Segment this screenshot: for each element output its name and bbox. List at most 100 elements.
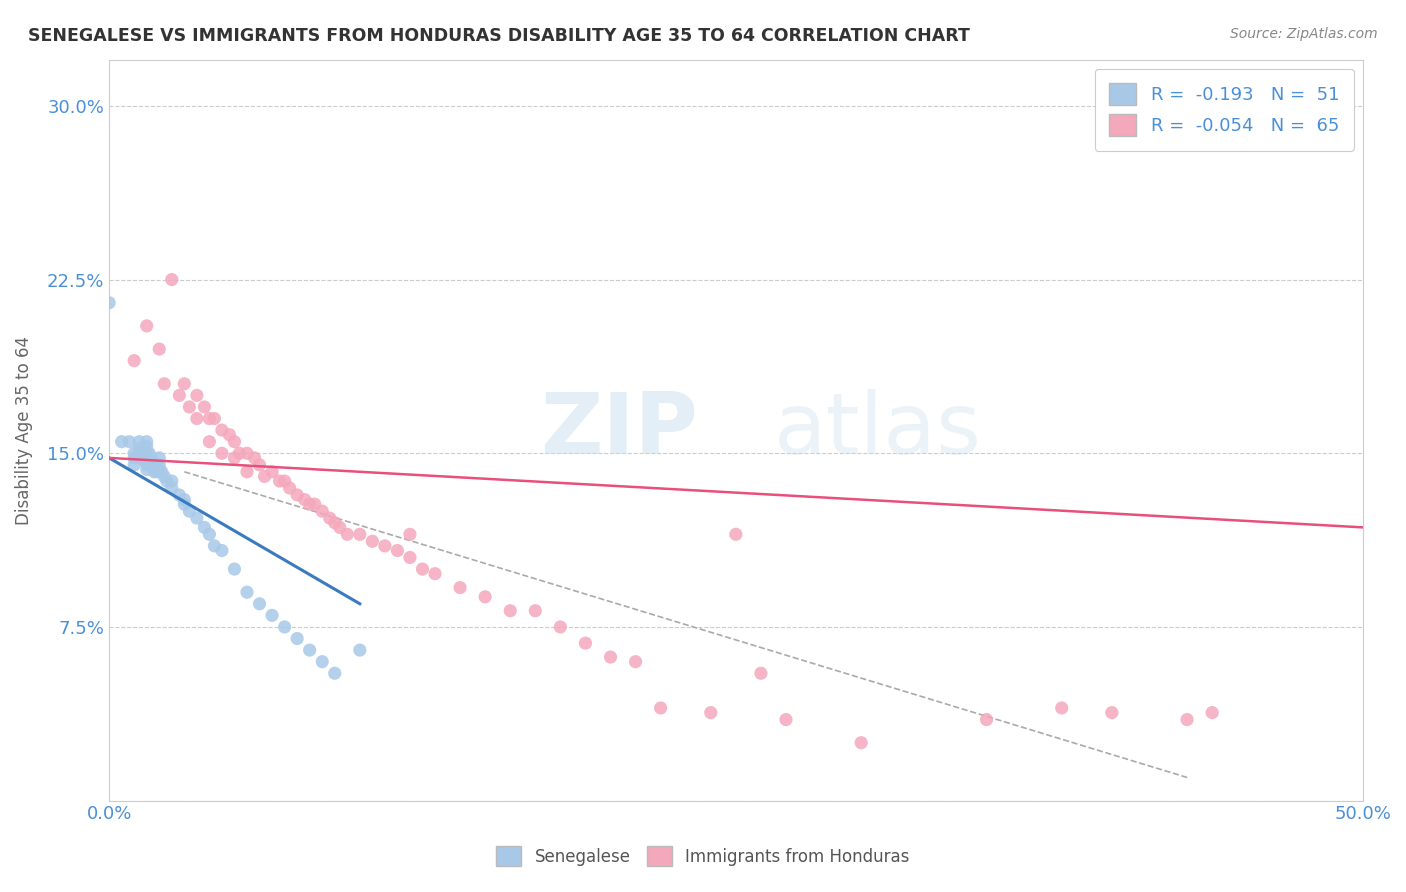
Point — [298, 643, 321, 657]
Point — [253, 469, 276, 483]
Point — [145, 465, 167, 479]
Point — [411, 562, 433, 576]
Point — [141, 458, 163, 472]
Point — [224, 562, 246, 576]
Point — [135, 434, 157, 449]
Point — [574, 636, 596, 650]
Point — [143, 465, 166, 479]
Point — [374, 539, 396, 553]
Point — [211, 543, 233, 558]
Point — [135, 318, 157, 333]
Point — [143, 458, 166, 472]
Point — [135, 450, 157, 465]
Point — [319, 511, 342, 525]
Point — [269, 474, 291, 488]
Point — [1101, 706, 1123, 720]
Point — [285, 632, 308, 646]
Point — [228, 446, 250, 460]
Point — [550, 620, 572, 634]
Point — [249, 597, 271, 611]
Point — [236, 465, 259, 479]
Point — [273, 474, 295, 488]
Point — [122, 450, 145, 465]
Point — [169, 388, 191, 402]
Legend: R =  -0.193   N =  51, R =  -0.054   N =  65: R = -0.193 N = 51, R = -0.054 N = 65 — [1095, 69, 1354, 151]
Point — [160, 474, 183, 488]
Point — [148, 458, 170, 472]
Point — [1175, 713, 1198, 727]
Point — [361, 534, 384, 549]
Point — [135, 458, 157, 472]
Point — [224, 450, 246, 465]
Point — [122, 458, 145, 472]
Point — [499, 604, 522, 618]
Point — [160, 272, 183, 286]
Point — [294, 492, 316, 507]
Point — [311, 655, 333, 669]
Text: ZIP: ZIP — [540, 389, 699, 472]
Point — [135, 446, 157, 460]
Point — [273, 620, 295, 634]
Point — [387, 543, 409, 558]
Point — [150, 465, 173, 479]
Point — [474, 590, 496, 604]
Point — [423, 566, 446, 581]
Point — [278, 481, 301, 495]
Point — [236, 446, 259, 460]
Point — [173, 376, 195, 391]
Point — [202, 411, 225, 425]
Point — [153, 376, 176, 391]
Point — [724, 527, 747, 541]
Point — [323, 516, 346, 530]
Text: Source: ZipAtlas.com: Source: ZipAtlas.com — [1230, 27, 1378, 41]
Point — [236, 585, 259, 599]
Point — [775, 713, 797, 727]
Point — [249, 458, 271, 472]
Point — [311, 504, 333, 518]
Point — [224, 434, 246, 449]
Point — [160, 481, 183, 495]
Point — [976, 713, 998, 727]
Point — [198, 527, 221, 541]
Point — [138, 450, 160, 465]
Point — [153, 469, 176, 483]
Point — [349, 527, 371, 541]
Point — [1050, 701, 1073, 715]
Legend: Senegalese, Immigrants from Honduras: Senegalese, Immigrants from Honduras — [488, 838, 918, 875]
Point — [218, 427, 240, 442]
Point — [749, 666, 772, 681]
Point — [211, 446, 233, 460]
Point — [131, 446, 153, 460]
Point — [141, 450, 163, 465]
Point — [262, 608, 284, 623]
Point — [122, 353, 145, 368]
Point — [148, 450, 170, 465]
Point — [650, 701, 672, 715]
Point — [624, 655, 647, 669]
Point — [323, 666, 346, 681]
Point — [262, 465, 284, 479]
Text: atlas: atlas — [773, 389, 981, 472]
Point — [198, 434, 221, 449]
Point — [851, 736, 873, 750]
Point — [524, 604, 547, 618]
Point — [399, 527, 422, 541]
Point — [173, 497, 195, 511]
Point — [128, 442, 150, 456]
Point — [148, 342, 170, 356]
Point — [148, 462, 170, 476]
Point — [135, 462, 157, 476]
Point — [336, 527, 359, 541]
Point — [111, 434, 134, 449]
Point — [193, 400, 215, 414]
Point — [198, 411, 221, 425]
Point — [134, 453, 156, 467]
Point — [193, 520, 215, 534]
Point — [138, 446, 160, 460]
Point — [304, 497, 326, 511]
Point — [186, 511, 208, 525]
Point — [1201, 706, 1223, 720]
Point — [186, 411, 208, 425]
Point — [211, 423, 233, 437]
Point — [128, 434, 150, 449]
